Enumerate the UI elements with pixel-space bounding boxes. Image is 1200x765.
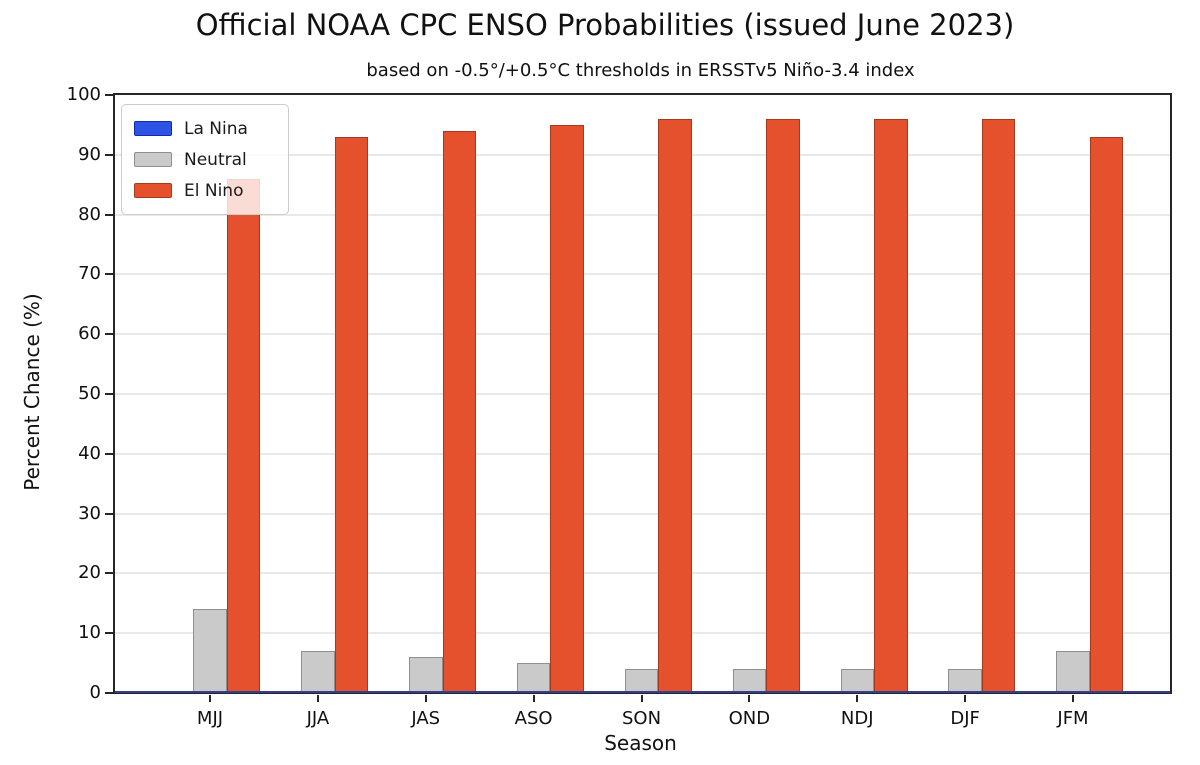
x-tick-mark-aso <box>532 695 535 702</box>
x-axis-label: Season <box>604 731 677 755</box>
x-tick-mark-ond <box>748 695 751 702</box>
bar-el-nino-mjj <box>226 178 261 693</box>
bar-el-nino-ond <box>766 118 800 693</box>
legend-label-neutral: Neutral <box>184 149 247 170</box>
x-tick-mark-son <box>640 695 643 702</box>
gridline-90 <box>115 153 1170 156</box>
y-tick-label-90: 90 <box>78 143 101 165</box>
bar-neutral-aso <box>516 663 551 693</box>
y-tick-mark-20 <box>105 572 113 575</box>
legend-label-el-nino: El Nino <box>184 180 244 201</box>
gridline-30 <box>115 512 1170 515</box>
y-tick-label-20: 20 <box>78 562 101 584</box>
gridline-20 <box>115 572 1170 575</box>
y-tick-label-70: 70 <box>78 263 101 285</box>
y-tick-label-30: 30 <box>78 502 101 524</box>
y-tick-mark-0 <box>105 692 113 694</box>
x-tick-mark-djf <box>964 695 967 702</box>
gridline-50 <box>115 393 1170 395</box>
y-tick-mark-70 <box>105 273 113 276</box>
bar-el-nino-jja <box>334 136 369 693</box>
legend-swatch-el-nino <box>134 183 172 198</box>
legend-item-la-nina: La Nina <box>134 113 278 144</box>
gridline-40 <box>115 452 1170 455</box>
bar-el-nino-jas <box>442 130 476 693</box>
legend-item-neutral: Neutral <box>134 144 278 175</box>
x-tick-mark-jas <box>424 695 427 702</box>
x-tick-label-mjj: MJJ <box>196 708 224 729</box>
y-tick-label-50: 50 <box>78 383 101 404</box>
x-tick-mark-jfm <box>1072 695 1074 702</box>
legend-swatch-neutral <box>134 152 172 167</box>
y-tick-mark-90 <box>105 153 113 156</box>
y-tick-label-60: 60 <box>78 323 101 345</box>
bar-neutral-mjj <box>193 609 227 693</box>
x-tick-label-jas: JAS <box>411 708 441 729</box>
bar-neutral-jfm <box>1056 651 1090 693</box>
legend-swatch-la-nina <box>134 121 172 136</box>
bar-neutral-djf <box>948 669 982 693</box>
bar-el-nino-djf <box>981 118 1016 693</box>
y-tick-label-10: 10 <box>78 622 101 644</box>
y-tick-mark-10 <box>105 632 113 635</box>
x-tick-label-jja: JJA <box>306 708 330 729</box>
chart-title: Official NOAA CPC ENSO Probabilities (is… <box>195 8 1015 42</box>
y-tick-label-40: 40 <box>78 442 101 464</box>
bar-el-nino-jfm <box>1089 136 1124 693</box>
y-tick-label-100: 100 <box>66 84 101 105</box>
bar-neutral-ndj <box>840 669 874 693</box>
legend-item-el-nino: El Nino <box>134 175 278 206</box>
x-tick-label-son: SON <box>621 708 662 729</box>
y-tick-mark-30 <box>105 512 113 515</box>
la-nina-zero-baseline <box>115 691 1170 693</box>
y-tick-mark-40 <box>105 452 113 455</box>
y-tick-label-80: 80 <box>78 203 101 225</box>
y-tick-mark-50 <box>105 393 113 395</box>
gridline-60 <box>115 333 1170 336</box>
y-tick-label-0: 0 <box>89 682 101 703</box>
bar-neutral-jas <box>409 657 443 693</box>
gridline-10 <box>115 632 1170 635</box>
plot-area: La Nina Neutral El Nino 0 10 20 30 40 50 60 70 80 9… <box>67 84 1172 729</box>
x-tick-mark-ndj <box>856 695 859 702</box>
bar-neutral-son <box>624 669 659 693</box>
gridline-70 <box>115 273 1170 276</box>
legend-label-la-nina: La Nina <box>184 118 248 139</box>
x-tick-label-jfm: JFM <box>1057 708 1089 729</box>
gridline-80 <box>115 213 1170 216</box>
y-axis-label: Percent Chance (%) <box>20 293 44 491</box>
x-tick-label-ond: OND <box>728 708 771 729</box>
bar-neutral-ond <box>732 669 767 693</box>
y-tick-mark-100 <box>105 94 113 96</box>
chart-legend: La Nina Neutral El Nino <box>121 104 289 215</box>
chart-subtitle: based on -0.5°/+0.5°C thresholds in ERSS… <box>366 60 915 81</box>
x-tick-label-ndj: NDJ <box>840 708 874 729</box>
bar-neutral-jja <box>301 651 335 693</box>
x-tick-mark-jja <box>316 695 319 702</box>
bar-el-nino-aso <box>550 124 584 693</box>
x-tick-label-djf: DJF <box>950 708 980 729</box>
bar-el-nino-son <box>658 118 692 693</box>
y-tick-mark-80 <box>105 213 113 216</box>
y-tick-mark-60 <box>105 333 113 336</box>
bar-el-nino-ndj <box>874 118 908 693</box>
x-tick-label-aso: ASO <box>514 708 553 729</box>
x-tick-mark-mjj <box>209 695 211 702</box>
